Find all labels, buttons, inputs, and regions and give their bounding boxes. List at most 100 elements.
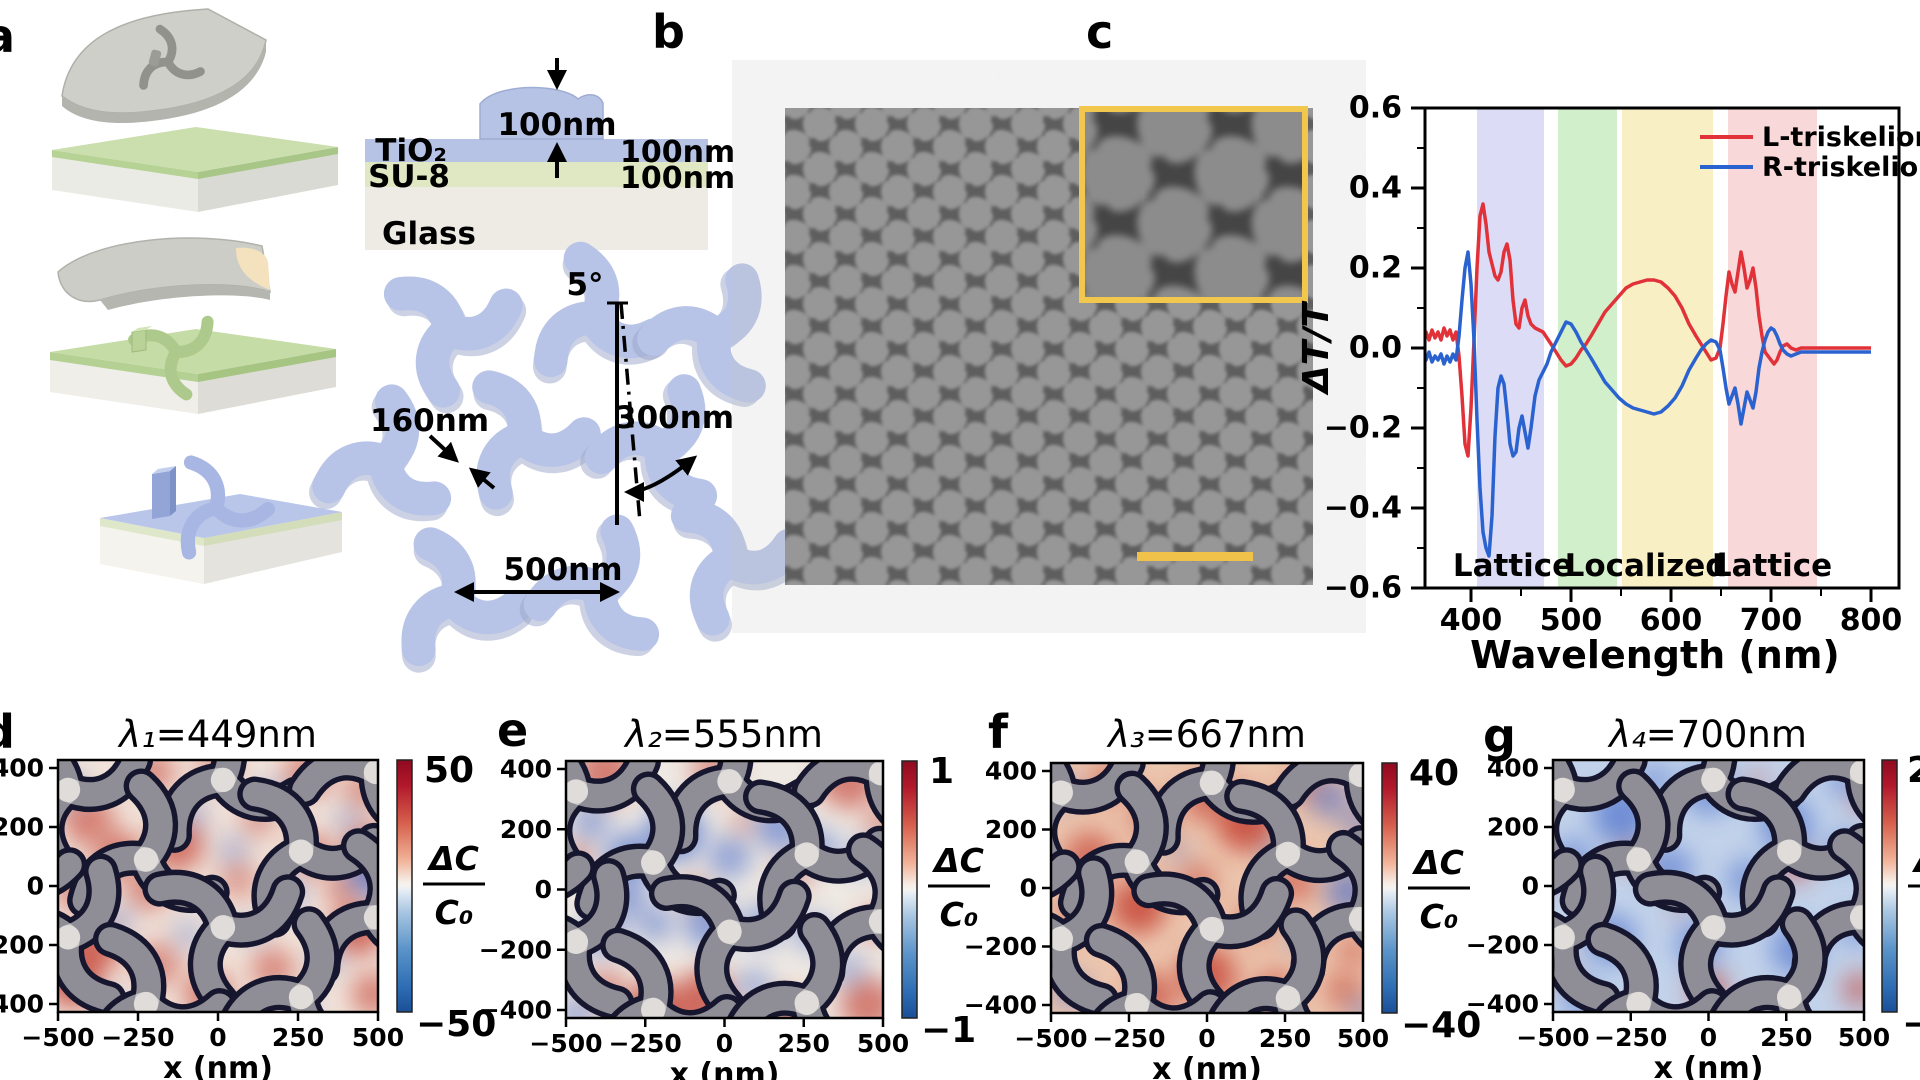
colorbar-f-max: 40 xyxy=(1409,753,1459,794)
patterned-resist-step2 xyxy=(50,305,336,414)
hm-xaxis-label: x (nm) xyxy=(670,1057,780,1080)
c-xtick-label: 500 xyxy=(1540,603,1603,638)
hm-xaxis-label: x (nm) xyxy=(163,1051,273,1080)
hm-xtick-label: 500 xyxy=(1838,1023,1890,1052)
heatmap-g xyxy=(1553,760,1864,1012)
hm-xtick-label: −250 xyxy=(101,1023,174,1052)
hm-xtick-label: −500 xyxy=(529,1029,602,1058)
svg-text:C₀: C₀ xyxy=(1420,897,1459,936)
svg-text:ΔC: ΔC xyxy=(931,841,984,880)
hm-ytick-label: 400 xyxy=(0,754,44,783)
hm-ytick-label: 200 xyxy=(985,815,1037,844)
hm-xtick-label: 250 xyxy=(1259,1024,1311,1053)
hm-ytick-label: 400 xyxy=(985,757,1037,786)
heatmap-e xyxy=(566,761,883,1018)
sem-inset xyxy=(1079,106,1308,303)
glass-label: Glass xyxy=(382,216,476,252)
legend-label-L: L-triskelion xyxy=(1762,122,1920,153)
hm-ytick-label: −200 xyxy=(479,935,552,964)
c-xtick-label: 600 xyxy=(1640,603,1703,638)
sem-image xyxy=(785,106,1313,585)
region-label-localized: Localized xyxy=(1565,548,1728,584)
hm-xtick-label: −500 xyxy=(1516,1023,1589,1052)
field-hotspot-red xyxy=(351,972,378,1012)
colorbar-g-fraction: ΔC C₀ xyxy=(1908,841,1920,934)
tio2-label: TiO₂ xyxy=(375,133,447,169)
panel-d-letter: d xyxy=(0,705,15,759)
hm-xtick-label: −250 xyxy=(609,1029,682,1058)
hm-ytick-label: −400 xyxy=(1466,990,1539,1019)
field-hotspot-red xyxy=(840,977,883,1018)
design-schematic: 5° 160nm 300nm 500nm xyxy=(303,248,797,687)
colorbar-g-min: −2 xyxy=(1902,1004,1920,1045)
svg-text:C₀: C₀ xyxy=(435,893,474,932)
band-1 xyxy=(1558,108,1617,588)
colorbar-g xyxy=(1881,759,1898,1013)
stamp-step1 xyxy=(61,8,267,124)
band-0 xyxy=(1477,108,1544,588)
y-axis-label: ΔT/T xyxy=(1296,300,1337,396)
svg-text:ΔC: ΔC xyxy=(1411,843,1464,882)
hm-ytick-label: 400 xyxy=(1487,754,1539,783)
panel-f-title: λ₃=667nm xyxy=(1106,713,1306,756)
panel-f-letter: f xyxy=(988,705,1009,759)
hm-xtick-label: 0 xyxy=(1700,1023,1717,1052)
hm-ytick-label: 200 xyxy=(500,815,552,844)
hm-ytick-label: 0 xyxy=(1020,874,1037,903)
colorbar-e-fraction: ΔC C₀ xyxy=(928,841,990,934)
colorbar-f-fraction: ΔC C₀ xyxy=(1408,843,1470,936)
colorbar-d xyxy=(396,759,413,1013)
spectra-curves xyxy=(1425,202,1871,558)
field-hotspot-blue xyxy=(1347,994,1363,1013)
colorbar-e-max: 1 xyxy=(929,751,954,792)
hm-xtick-label: −500 xyxy=(21,1023,94,1052)
c-xtick-label: 700 xyxy=(1740,603,1803,638)
final-structure-step3 xyxy=(100,452,342,584)
curve-R-triskelion xyxy=(1425,250,1871,558)
legend-label-R: R-triskelion xyxy=(1762,152,1920,183)
field-hotspot-blue xyxy=(334,805,362,834)
colorbar-e-min: −1 xyxy=(921,1010,976,1051)
bump-height-label: 100nm xyxy=(497,107,616,143)
field-hotspot-blue xyxy=(707,835,752,880)
sem-scalebar xyxy=(1137,552,1253,561)
hm-ytick-label: 0 xyxy=(535,875,552,904)
c-ytick-label: −0.4 xyxy=(1324,491,1402,526)
c-xtick-label: 400 xyxy=(1440,603,1503,638)
cross-section: 100nm TiO₂ SU-8 Glass 100nm 100nm xyxy=(365,58,735,252)
svg-text:ΔC: ΔC xyxy=(1911,841,1920,880)
svg-text:ΔC: ΔC xyxy=(426,839,479,878)
hm-xtick-label: 500 xyxy=(1337,1024,1389,1053)
tio2-thickness-label: 100nm xyxy=(620,135,735,170)
panel-e-title: λ₂=555nm xyxy=(623,713,823,756)
panel-e-letter: e xyxy=(497,703,528,757)
region-labels: Lattice Localized Lattice xyxy=(1453,548,1832,584)
su8-label: SU-8 xyxy=(368,159,450,195)
hm-xtick-label: 250 xyxy=(272,1023,324,1052)
su8-thickness-label: 100nm xyxy=(620,161,735,196)
hm-xtick-label: 500 xyxy=(352,1023,404,1052)
colorbar-g-max: 2 xyxy=(1907,750,1920,791)
c-ytick-label: 0.4 xyxy=(1349,171,1402,206)
panel-a: a xyxy=(0,8,342,584)
stamp-step2 xyxy=(57,237,271,310)
hm-ytick-label: 200 xyxy=(1487,813,1539,842)
colorbar-e xyxy=(901,760,918,1019)
panel-c: c 0.6 0.4 0.2 0.0 −0.2 −0.4 −0.6 400 500 600 700 80… xyxy=(1086,5,1920,677)
hm-ytick-label: −400 xyxy=(0,990,44,1019)
plot-ticks: 0.6 0.4 0.2 0.0 −0.2 −0.4 −0.6 400 500 600 700 800 xyxy=(1324,91,1903,639)
period-label: 500nm xyxy=(503,552,622,588)
tio2-bump xyxy=(479,86,604,140)
svg-text:C₀: C₀ xyxy=(940,895,979,934)
hm-ytick-label: −200 xyxy=(0,931,44,960)
arm-label: 300nm xyxy=(615,400,734,436)
su8-layer xyxy=(365,162,708,187)
hm-xtick-label: 500 xyxy=(857,1029,909,1058)
panel-d-title: λ₁=449nm xyxy=(117,713,317,756)
region-label-lattice-2: Lattice xyxy=(1712,548,1832,584)
hm-xtick-label: 0 xyxy=(716,1029,733,1058)
field-hotspot-blue xyxy=(217,833,249,866)
